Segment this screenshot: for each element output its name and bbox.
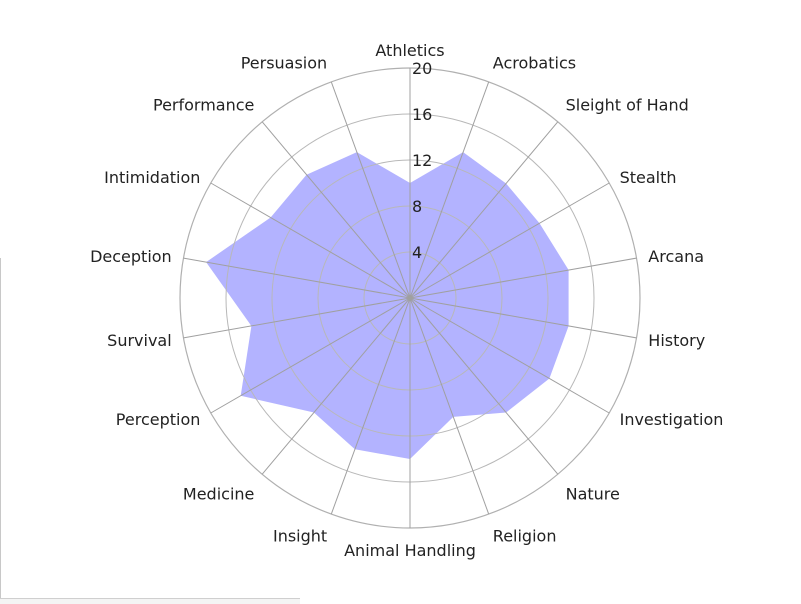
spoke-line [330,297,411,515]
category-label: Nature [566,484,620,503]
category-label: Survival [107,331,172,350]
spoke-line [261,121,411,299]
spoke-line [409,297,559,475]
radar-data-layer [179,67,641,529]
radial-tick-labels: 4 8 12 16 20 [412,59,432,262]
category-label: Intimidation [104,168,200,187]
radial-tick-label: 12 [412,151,432,170]
category-label: Investigation [620,410,724,429]
window-edge [0,258,1,603]
spoke-line [409,297,490,515]
data-series-area [206,152,569,459]
radial-tick-label: 4 [412,243,422,262]
category-label: History [648,331,705,350]
category-labels: Athletics Acrobatics Sleight of Hand Stealt… [90,41,723,560]
category-label: Insight [273,526,327,545]
category-label: Performance [153,96,254,115]
spoke-line [261,297,411,475]
spoke-line [409,182,610,299]
category-label: Deception [90,247,172,266]
radial-tick-label: 16 [412,105,432,124]
category-label: Acrobatics [493,54,576,73]
category-label: Perception [116,410,201,429]
spoke-line [409,121,559,299]
spoke-line [330,81,411,299]
category-label: Animal Handling [344,541,476,560]
category-label: Sleight of Hand [566,96,689,115]
spoke-line [409,81,490,299]
category-label: Religion [493,526,557,545]
radial-tick-label: 20 [412,59,432,78]
toolbar-strip [0,598,300,604]
category-label: Persuasion [241,54,328,73]
category-label: Medicine [183,484,254,503]
spoke-line [183,297,411,339]
spoke-line [409,297,610,414]
spoke-line [409,297,637,339]
category-label: Stealth [620,168,677,187]
spoke-line [409,257,637,299]
category-label: Arcana [648,247,704,266]
spoke-line [210,182,411,299]
spoke-line [210,297,411,414]
category-label: Athletics [375,41,444,60]
spoke-line [183,257,411,299]
radial-tick-label: 8 [412,197,422,216]
